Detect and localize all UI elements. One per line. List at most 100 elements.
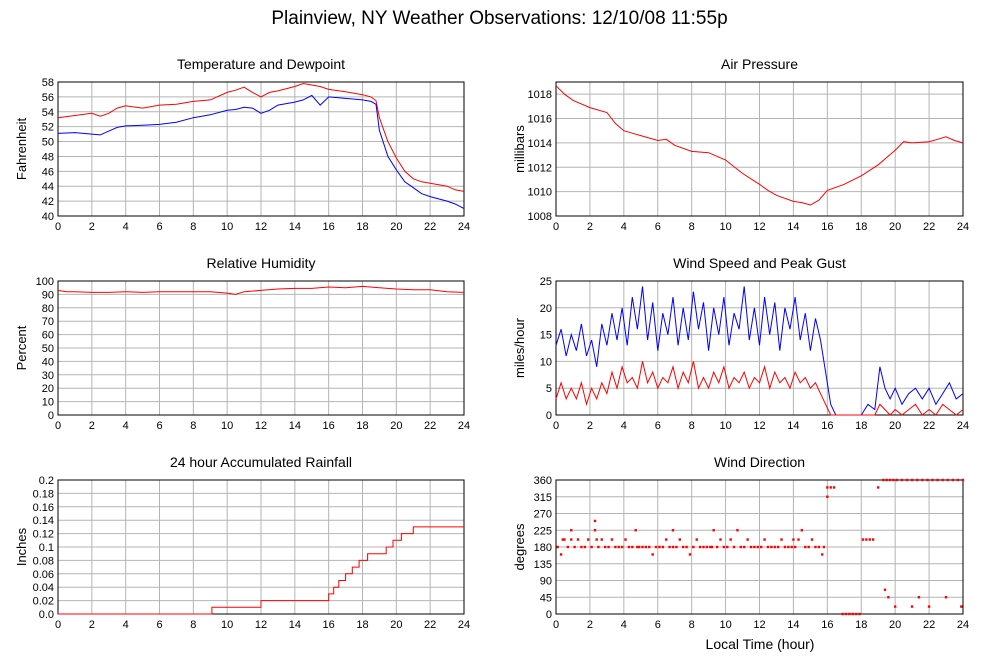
data-point (563, 538, 566, 541)
data-point (627, 545, 631, 549)
data-point (848, 612, 851, 616)
x-tick-label: 4 (621, 619, 627, 631)
x-tick-label: 24 (458, 221, 470, 233)
data-point (822, 545, 826, 549)
y-tick-label: 15 (540, 330, 552, 342)
data-point (746, 538, 749, 541)
data-point (783, 545, 787, 549)
data-point (888, 478, 892, 482)
y-tick-label: 225 (534, 525, 552, 537)
data-point (844, 612, 848, 616)
x-tick-label: 14 (787, 420, 799, 432)
data-point (871, 538, 875, 541)
data-point (576, 538, 580, 541)
data-point (756, 545, 760, 549)
y-tick-label: 40 (42, 211, 54, 223)
data-point (916, 478, 919, 482)
data-point (617, 545, 620, 549)
x-tick-label: 10 (719, 221, 731, 233)
x-tick-label: 8 (190, 420, 196, 432)
data-point (941, 478, 944, 482)
y-tick-label: 58 (42, 77, 54, 89)
x-tick-label: 4 (621, 420, 627, 432)
y-axis-label: miles/hour (512, 317, 527, 378)
x-tick-label: 4 (123, 420, 129, 432)
y-tick-label: 0.14 (33, 515, 54, 527)
data-point (790, 545, 793, 549)
data-point (688, 553, 692, 556)
x-tick-label: 14 (787, 619, 799, 631)
x-tick-label: 14 (787, 221, 799, 233)
y-tick-label: 360 (534, 475, 552, 487)
data-point (698, 545, 702, 549)
data-point (961, 478, 965, 482)
data-point (654, 545, 658, 549)
data-point (566, 545, 570, 549)
plot-frame (57, 81, 465, 217)
x-tick-label: 12 (753, 619, 765, 631)
x-tick-label: 20 (390, 221, 402, 233)
data-point (887, 596, 890, 599)
series-line-0 (555, 286, 964, 416)
data-point (658, 545, 661, 549)
x-tick-label: 16 (821, 619, 833, 631)
data-point (631, 545, 634, 549)
x-tick-label: 22 (424, 619, 436, 631)
data-point (624, 538, 627, 541)
data-point (661, 545, 665, 549)
chart-title: Relative Humidity (207, 255, 316, 271)
data-point (715, 545, 719, 549)
data-point (826, 486, 829, 489)
y-tick-label: 60 (42, 330, 54, 342)
data-point (810, 538, 814, 541)
y-tick-label: 40 (42, 356, 54, 368)
x-tick-label: 10 (719, 619, 731, 631)
x-tick-label: 20 (889, 420, 901, 432)
x-tick-label: 12 (753, 221, 765, 233)
x-tick-label: 12 (255, 619, 267, 631)
data-point (590, 545, 593, 549)
y-tick-label: 50 (42, 137, 54, 149)
y-tick-label: 56 (42, 92, 54, 104)
data-point (776, 545, 780, 549)
chart-title: 24 hour Accumulated Rainfall (170, 454, 352, 470)
y-tick-label: 1018 (528, 89, 552, 101)
data-point (671, 529, 675, 532)
data-point (729, 538, 732, 541)
x-tick-label: 18 (855, 420, 867, 432)
y-tick-label: 5 (546, 383, 552, 395)
x-tick-label: 6 (156, 221, 162, 233)
y-tick-label: 135 (534, 559, 552, 571)
y-tick-label: 270 (534, 509, 552, 521)
data-point (702, 545, 705, 549)
data-point (868, 538, 871, 541)
data-point (927, 605, 931, 608)
data-point (580, 545, 583, 549)
data-point (610, 538, 614, 541)
y-tick-label: 0 (546, 609, 552, 621)
data-point (926, 478, 929, 482)
data-point (910, 478, 914, 482)
data-point (593, 529, 597, 532)
x-tick-label: 8 (689, 420, 695, 432)
data-point (858, 612, 861, 616)
data-point (573, 545, 576, 549)
y-tick-label: 20 (540, 303, 552, 315)
y-tick-label: 1016 (528, 114, 552, 126)
y-tick-label: 0.0 (39, 609, 54, 621)
y-tick-label: 48 (42, 151, 54, 163)
data-point (736, 529, 739, 532)
x-tick-label: 24 (458, 420, 470, 432)
x-tick-label: 16 (323, 420, 335, 432)
data-point (854, 612, 858, 616)
x-tick-label: 24 (957, 619, 969, 631)
y-axis-label: degrees (512, 523, 527, 570)
data-point (814, 545, 817, 549)
y-tick-label: 0 (48, 410, 54, 422)
data-point (766, 545, 770, 549)
x-tick-label: 8 (190, 619, 196, 631)
y-tick-label: 0.12 (33, 529, 54, 541)
x-tick-label: 20 (390, 420, 402, 432)
data-point (905, 478, 909, 482)
